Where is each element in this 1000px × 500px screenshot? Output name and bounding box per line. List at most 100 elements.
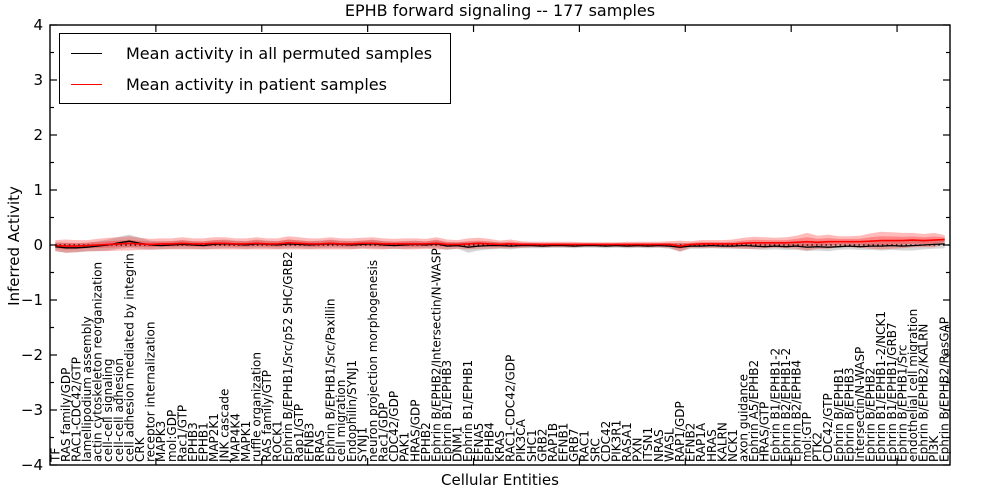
x-tick-label: Ephrin B/EPHB1/Src <box>895 345 909 462</box>
x-tick-label: SHC1 <box>525 429 539 462</box>
x-tick-label: RAC1-CDC42/GDP <box>504 355 518 462</box>
legend: Mean activity in all permuted samples Me… <box>59 33 452 104</box>
x-tick-label: CDC42 <box>599 421 613 462</box>
x-tick-label: EPHB3 <box>186 422 200 462</box>
x-tick-label: EFNB2 <box>684 423 698 462</box>
patient-band-outer <box>55 231 945 253</box>
x-tick-label: Ephrin A5/EPHB2 <box>747 360 761 462</box>
x-tick-label: RAP1/GDP <box>673 401 687 462</box>
y-tick-label: 0 <box>33 236 43 254</box>
x-tick-label: ROCK1 <box>271 420 285 462</box>
x-tick-label: cell adhesion mediated by integrin <box>122 253 136 462</box>
x-tick-label: JNK cascade <box>218 389 232 463</box>
x-tick-label: SYNJ1 <box>355 427 369 462</box>
y-tick-label: 2 <box>33 126 43 144</box>
x-tick-label: Ephrin B2/EPHB1-2 <box>779 348 793 462</box>
legend-label-patient: Mean activity in patient samples <box>126 74 387 94</box>
x-tick-label: MAPK3 <box>154 421 168 462</box>
x-tick-label: KALRN <box>715 422 729 462</box>
patient-band-inner <box>55 236 945 250</box>
x-tick-label: Ephrin B1/EPHB1/GRB7 <box>885 322 899 462</box>
legend-line-patient <box>71 83 102 85</box>
x-tick-label: RAC1-CDC42/GTP <box>70 357 84 462</box>
x-tick-label: cell-cell signaling <box>101 359 115 463</box>
legend-label-permuted: Mean activity in all permuted samples <box>126 43 433 63</box>
x-tick-label: SRC <box>588 438 602 462</box>
x-tick-label: WASL <box>662 428 676 462</box>
x-tick-label: cell migration <box>334 380 348 462</box>
x-tick-label: receptor internalization <box>144 322 158 462</box>
x-tick-label: EFNA5 <box>472 423 486 462</box>
x-tick-label: RAP1A <box>694 422 708 462</box>
x-tick-label: PTK2 <box>811 432 825 462</box>
x-tick-label: Ephrin B/EPHB1/Src/Paxillin <box>324 298 338 462</box>
x-tick-label: PIK3CA <box>514 418 528 462</box>
x-tick-label: Ephrin B/EPHB2 <box>864 368 878 462</box>
x-tick-label: ITSN1 <box>641 427 655 462</box>
x-tick-label: cell-cell adhesion <box>112 358 126 462</box>
x-tick-label: MAPK1 <box>239 421 253 462</box>
x-tick-label: ruffle organization <box>250 352 264 462</box>
x-tick-label: KRAS <box>493 430 507 462</box>
x-tick-label: Rac1/GDP <box>377 403 391 462</box>
x-tick-label: endothelial cell migration <box>906 309 920 462</box>
y-tick-label: −1 <box>21 291 43 309</box>
x-tick-label: RAS family/GTP <box>260 370 274 462</box>
chart-title: EPHB forward signaling -- 177 samples <box>344 1 656 20</box>
x-tick-label: HRAS/GTP <box>758 402 772 462</box>
x-tick-label: EFNB1 <box>557 423 571 462</box>
legend-entry-permuted: Mean activity in all permuted samples <box>71 40 432 66</box>
x-tick-label: axon guidance <box>737 374 751 462</box>
x-tick-label: Ephrin B/EPHB1/Src/p52 SHC/GRB2 <box>281 251 295 462</box>
x-tick-label: EFNB3 <box>302 423 316 462</box>
x-tick-label: PI3K <box>927 435 941 462</box>
x-tick-label: PAK1 <box>398 432 412 462</box>
x-tick-label: Ephrin B1/EPHB1-2/NCK1 <box>874 311 888 462</box>
x-tick-label: Endophilin/SYNJ1 <box>345 360 359 462</box>
x-tick-label: Ephrin B/EPHB2/RasGAP <box>938 317 952 462</box>
x-tick-label: NRAS <box>652 429 666 462</box>
x-tick-label: HRAS <box>705 429 719 462</box>
x-tick-label: RRAS <box>313 430 327 462</box>
y-tick-label: −3 <box>21 401 43 419</box>
x-tick-label: RASA1 <box>620 422 634 462</box>
legend-line-permuted <box>71 52 102 54</box>
x-tick-label: actin cytoskeleton reorganization <box>91 262 105 462</box>
x-tick-label: DNM1 <box>451 426 465 462</box>
x-tick-label: Ephrin B1/EPHB3 <box>440 360 454 462</box>
x-tick-label: Ephrin B2/EPHB4 <box>790 360 804 462</box>
x-tick-label: PIK3R1 <box>610 420 624 462</box>
x-tick-label: EPHB1 <box>197 422 211 462</box>
x-tick-label: MAP2K1 <box>207 413 221 462</box>
x-tick-label: PXN <box>631 438 645 462</box>
x-tick-label: Ephrin B/EPHB2/KALRN <box>917 324 931 462</box>
y-tick-label: −4 <box>21 456 43 474</box>
x-tick-label: Ephrin B/EPHB2/Intersectin/N-WASP <box>430 248 444 462</box>
x-tick-label: Ephrin B/EPHB3 <box>842 368 856 462</box>
legend-entry-patient: Mean activity in patient samples <box>71 71 432 97</box>
x-tick-label: Intersectin/N-WASP <box>853 347 867 462</box>
x-tick-label: HRAS/GDP <box>408 399 422 462</box>
y-tick-label: 1 <box>33 181 43 199</box>
y-tick-label: 4 <box>33 16 43 34</box>
x-tick-label: EPHB4 <box>482 422 496 462</box>
x-tick-label: EPHB2 <box>419 422 433 462</box>
x-tick-label: RAS family/GDP <box>59 368 73 462</box>
x-tick-label: Rap1/GTP <box>292 404 306 462</box>
x-tick-label: mol:GDP <box>165 410 179 462</box>
x-tick-label: RAC1 <box>578 430 592 462</box>
patient-mean-line <box>55 238 945 247</box>
x-tick-label: CDC42/GDP <box>387 391 401 462</box>
x-axis-label: Cellular Entities <box>441 471 559 489</box>
x-tick-label: Ephrin B1/EPHB1 <box>461 360 475 462</box>
x-tick-label: CRK <box>133 436 147 462</box>
x-tick-label: NCK1 <box>726 429 740 462</box>
x-tick-label: neuron projection morphogenesis <box>366 260 380 462</box>
x-tick-label: Ephrin B/EPHB1 <box>832 368 846 462</box>
x-tick-label: lamellipodium assembly <box>80 316 94 462</box>
y-tick-label: −2 <box>21 346 43 364</box>
y-tick-label: 3 <box>33 71 43 89</box>
x-tick-label: CDC42/GTP <box>821 393 835 462</box>
